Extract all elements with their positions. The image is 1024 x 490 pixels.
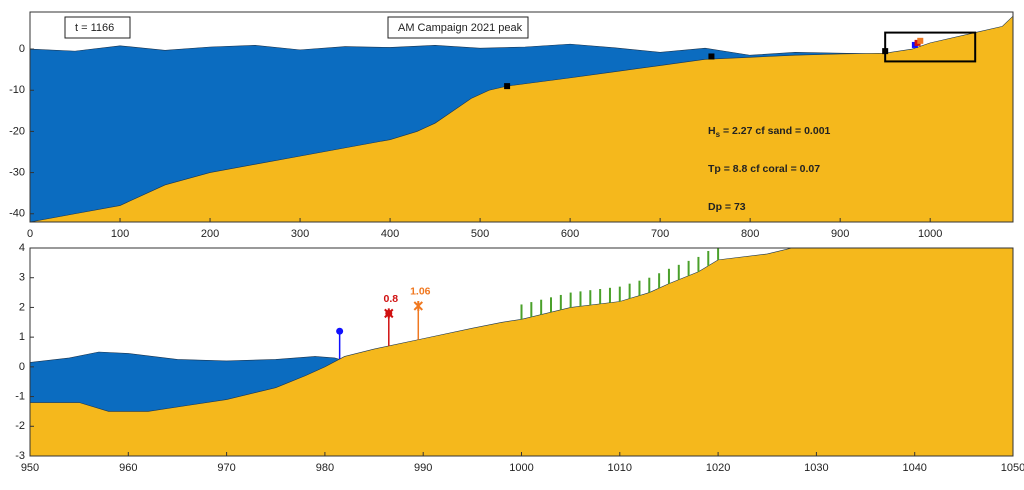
parameter-text: Tp = 8.8 cf coral = 0.07: [708, 163, 820, 175]
x-tick-label: 800: [741, 228, 759, 240]
x-tick-label: 900: [831, 228, 849, 240]
y-tick-label: -2: [15, 420, 25, 432]
x-tick-label: 300: [291, 228, 309, 240]
stem-marker: [385, 309, 393, 317]
annotation: AM Campaign 2021 peak: [398, 22, 523, 34]
annotation-box: [387, 16, 529, 39]
y-tick-label: -1: [15, 390, 25, 402]
stem-label: 0.8: [383, 293, 398, 305]
point: [917, 37, 924, 44]
point: [504, 83, 511, 90]
x-tick-label: 1010: [608, 462, 632, 474]
plot-area: [30, 12, 1013, 222]
x-tick-label: 980: [316, 462, 334, 474]
x-tick-label: 100: [111, 228, 129, 240]
y-tick-label: -10: [9, 84, 25, 96]
annotation: t = 1166: [75, 22, 114, 34]
parameter: Tp = 8.8 cf coral = 0.07: [708, 163, 820, 175]
parameter: Dp = 73: [708, 201, 746, 213]
annotation-box: [64, 16, 131, 39]
x-tick-label: 990: [414, 462, 432, 474]
y-tick-label: 2: [19, 301, 25, 313]
y-tick-label: 4: [19, 242, 25, 254]
y-tick-label: 0: [19, 361, 25, 373]
x-tick-label: 0: [27, 228, 33, 240]
y-tick-label: 1: [19, 331, 25, 343]
x-tick-label: 1050: [1001, 462, 1024, 474]
parameter-text: Dp = 73: [708, 201, 746, 213]
y-tick-label: -3: [15, 450, 25, 462]
stem-marker: [336, 327, 344, 335]
point: [708, 53, 715, 60]
x-tick-label: 1020: [706, 462, 730, 474]
parameter: Hs = 2.27 cf sand = 0.001: [708, 125, 831, 139]
y-tick-label: -30: [9, 166, 25, 178]
axes-frame: [29, 11, 1014, 223]
parameter-subscript: s: [716, 130, 721, 139]
area: [30, 248, 1013, 456]
y-tick-label: 0: [19, 43, 25, 55]
parameter-symbol: H: [708, 125, 716, 137]
x-tick-label: 960: [119, 462, 137, 474]
y-tick-label: -40: [9, 208, 25, 220]
x-tick-label: 700: [651, 228, 669, 240]
x-tick-label: 950: [21, 462, 39, 474]
x-tick-label: 970: [217, 462, 235, 474]
y-tick-label: -20: [9, 125, 25, 137]
zoom-box: [884, 31, 977, 63]
x-tick-label: 1030: [804, 462, 828, 474]
x-tick-label: 600: [561, 228, 579, 240]
parameter-text: = 2.27 cf sand = 0.001: [720, 125, 830, 137]
x-tick-label: 1000: [918, 228, 942, 240]
stem-label: 1.06: [410, 286, 431, 298]
x-tick-label: 400: [381, 228, 399, 240]
x-tick-label: 1040: [902, 462, 926, 474]
y-tick-label: 3: [19, 272, 25, 284]
x-tick-label: 1000: [509, 462, 533, 474]
x-tick-label: 200: [201, 228, 219, 240]
stem-marker: [413, 300, 423, 311]
plot-area: [30, 248, 1013, 456]
x-tick-label: 500: [471, 228, 489, 240]
